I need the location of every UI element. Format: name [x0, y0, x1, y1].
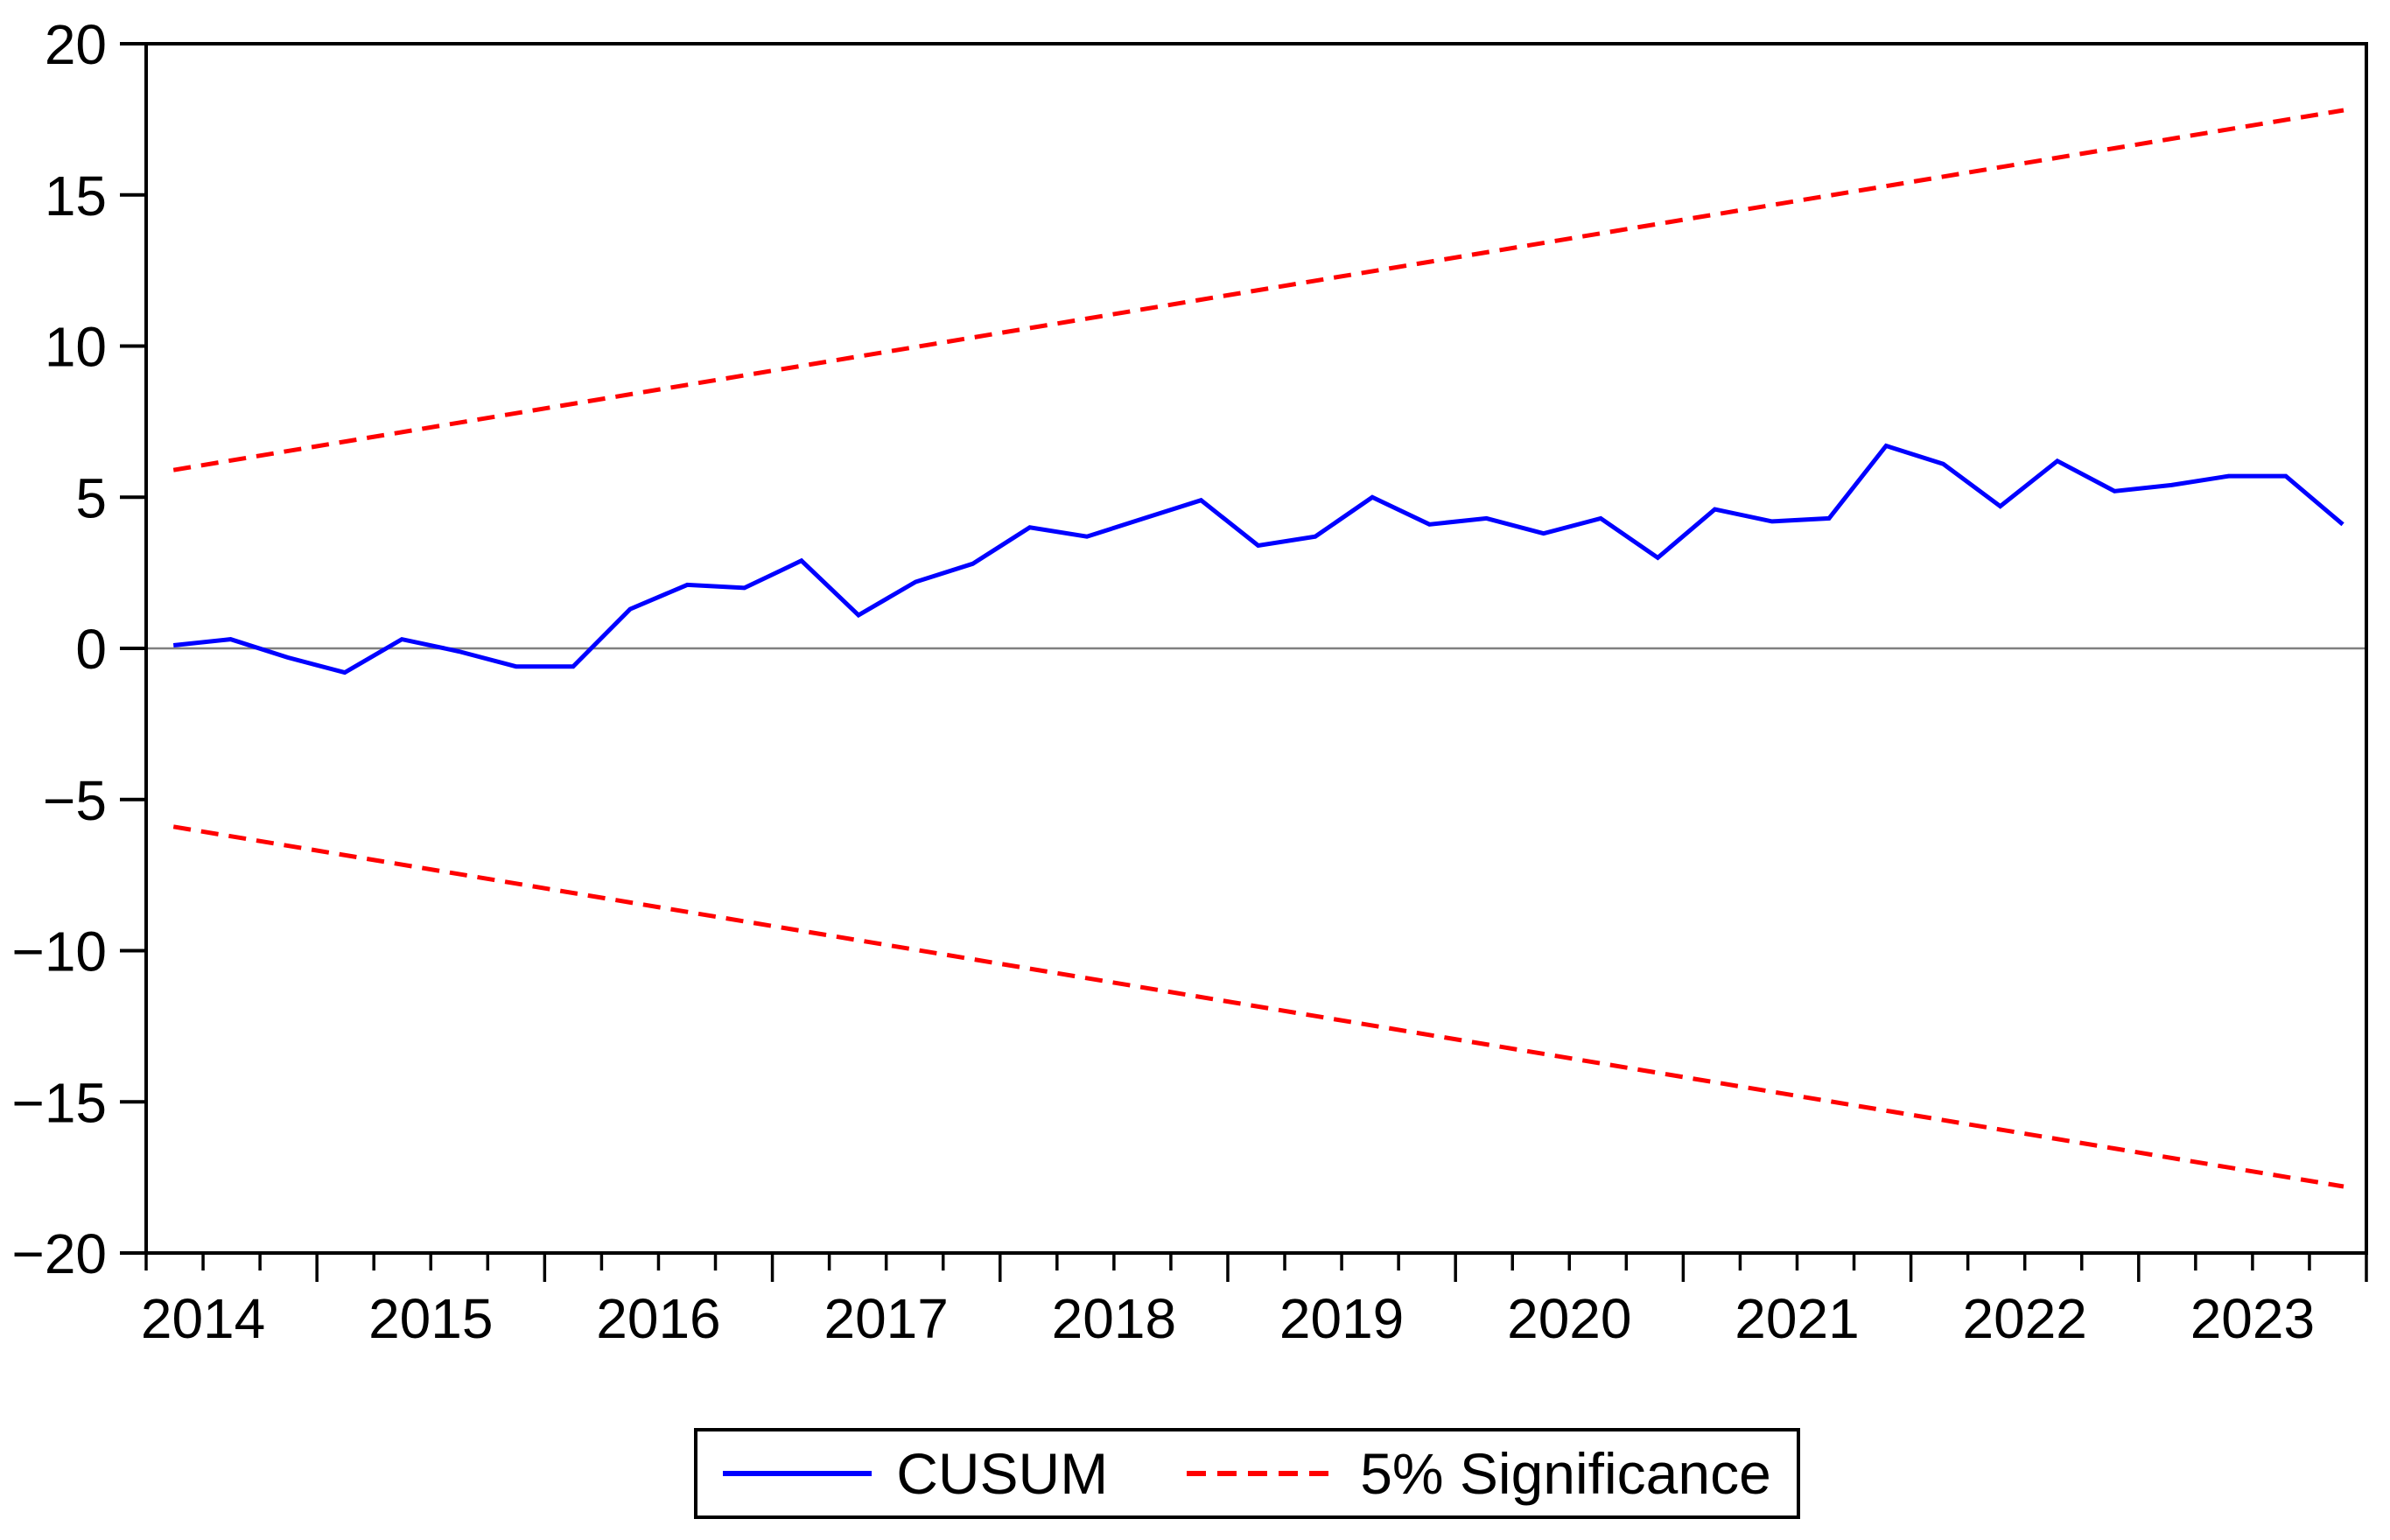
- significance-lower-line: [172, 824, 2344, 1189]
- y-axis-tick-label: −20: [11, 1222, 107, 1285]
- cusum-legend-label: CUSUM: [896, 1441, 1109, 1506]
- x-axis-year-label: 2016: [596, 1287, 720, 1350]
- x-axis-year-label: 2018: [1052, 1287, 1176, 1350]
- x-axis-year-label: 2019: [1279, 1287, 1404, 1350]
- x-axis-year-label: 2014: [141, 1287, 265, 1350]
- x-axis-year-label: 2017: [824, 1287, 948, 1350]
- x-axis-year-label: 2022: [1963, 1287, 2087, 1350]
- y-axis-tick-label: 15: [45, 164, 107, 228]
- y-axis-tick-label: 5: [75, 466, 107, 529]
- y-axis-tick-label: 10: [45, 316, 107, 379]
- y-axis-tick-label: −10: [11, 920, 107, 984]
- y-axis-tick-label: −15: [11, 1071, 107, 1134]
- cusum-legend-swatch: [723, 1468, 873, 1479]
- y-axis-tick-label: 20: [45, 13, 107, 76]
- x-axis-year-label: 2015: [368, 1287, 493, 1350]
- significance-legend-label: 5% Significance: [1360, 1441, 1771, 1506]
- x-axis-year-label: 2023: [2190, 1287, 2315, 1350]
- significance-legend-swatch: [1187, 1468, 1336, 1479]
- x-axis-year-label: 2020: [1507, 1287, 1631, 1350]
- cusum-line: [172, 443, 2344, 676]
- legend-box: CUSUM 5% Significance: [694, 1428, 1800, 1519]
- y-axis-tick-label: −5: [43, 769, 107, 832]
- x-axis-year-label: 2021: [1735, 1287, 1859, 1350]
- y-axis-tick-label: 0: [75, 618, 107, 681]
- significance-upper-line: [172, 108, 2344, 472]
